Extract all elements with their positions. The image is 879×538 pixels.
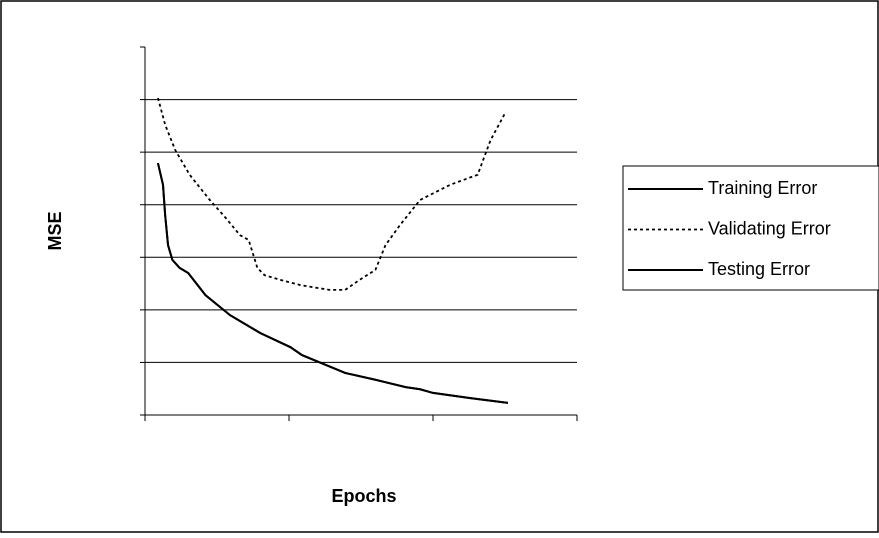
legend-label: Training Error	[708, 178, 817, 198]
y-axis-label: MSE	[45, 211, 65, 250]
x-axis-label: Epochs	[331, 486, 396, 506]
legend-label: Validating Error	[708, 218, 831, 238]
series-line	[157, 97, 506, 291]
legend-label: Testing Error	[708, 259, 810, 279]
series-line	[156, 162, 509, 404]
